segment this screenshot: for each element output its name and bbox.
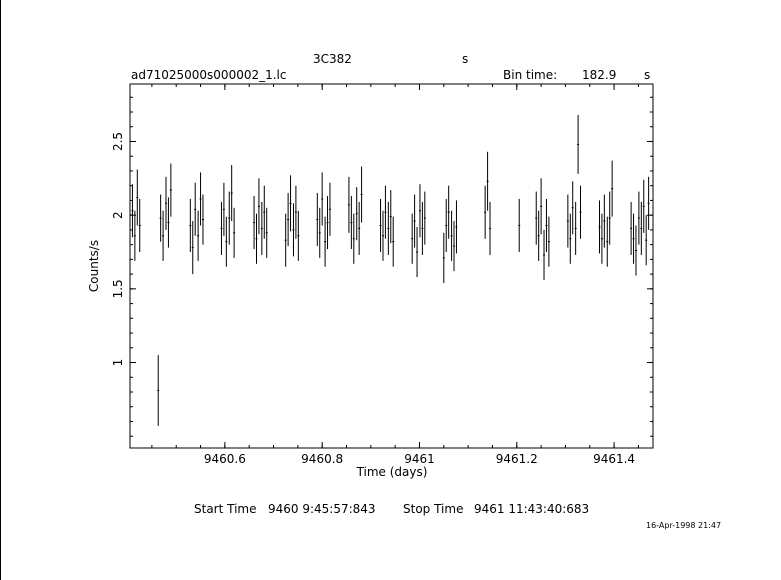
file-name: ad71025000s000002_1.lc [131, 68, 287, 82]
y-axis-label: Counts/s [87, 240, 101, 292]
stop-time-value: 9461 11:43:40:683 [474, 502, 590, 516]
y-tick-label: 1.5 [111, 279, 125, 298]
y-tick-label: 1 [111, 359, 125, 367]
bin-time-value: 182.9 [582, 68, 617, 82]
x-tick-label: 9460.6 [204, 452, 246, 466]
data-points [131, 114, 650, 426]
x-tick-label: 9461 [404, 452, 435, 466]
y-tick-label: 2.5 [111, 132, 125, 151]
date-stamp: 16-Apr-1998 21:47 [646, 521, 722, 530]
bin-time-unit: s [644, 68, 651, 82]
x-tick-label: 9461.4 [593, 452, 635, 466]
y-tick-label: 2 [111, 211, 125, 219]
x-tick-label: 9460.8 [301, 452, 343, 466]
source-name: 3C382 [313, 52, 352, 66]
stop-time-label: Stop Time [403, 502, 464, 516]
y-axis-ticks: 1 1.5 2 2.5 [111, 96, 653, 437]
start-time-label: Start Time [194, 502, 257, 516]
bin-time-label: Bin time: [503, 68, 558, 82]
source-suffix: s [462, 52, 469, 66]
x-axis-ticks: 9460.6 9460.8 9461 9461.2 9461.4 [151, 84, 639, 466]
plot-frame [129, 83, 654, 449]
window-left-border [0, 0, 1, 580]
start-time-value: 9460 9:45:57:843 [268, 502, 376, 516]
x-tick-label: 9461.2 [496, 452, 538, 466]
x-axis-label: Time (days) [356, 465, 428, 479]
